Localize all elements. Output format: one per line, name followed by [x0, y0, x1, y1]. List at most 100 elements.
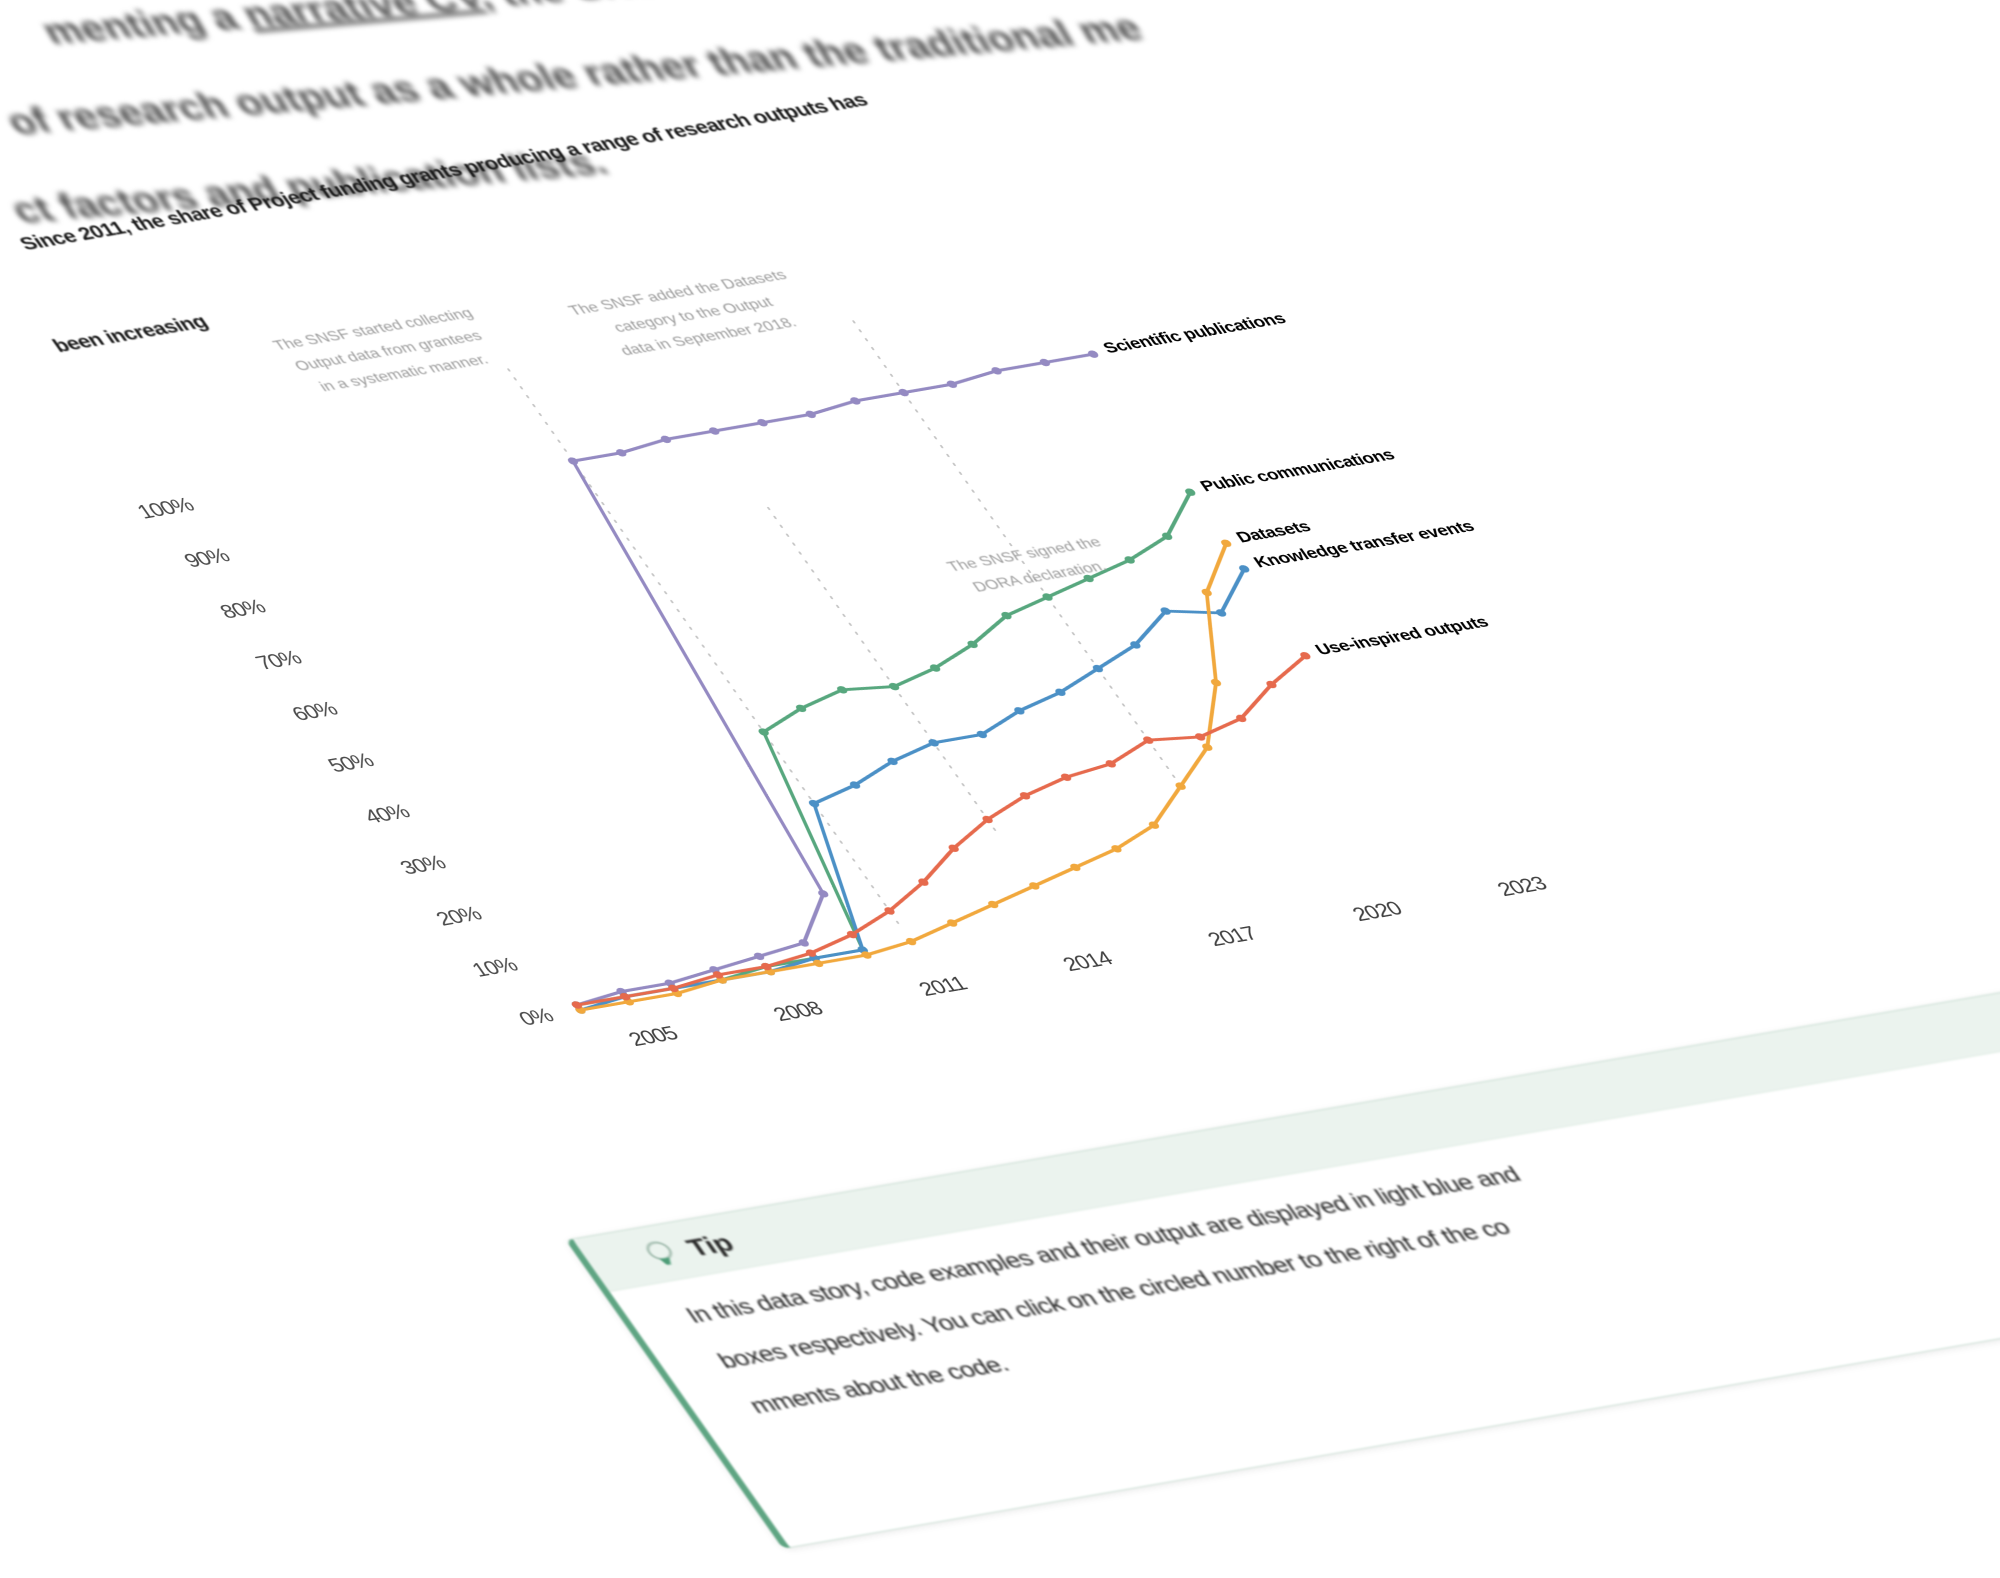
x-axis-tick: 2014: [1058, 947, 1117, 976]
x-axis-tick: 2023: [1492, 872, 1551, 901]
data-point: [1042, 593, 1053, 601]
data-point: [660, 435, 672, 444]
x-axis-tick: 2020: [1347, 897, 1407, 926]
data-point: [668, 984, 679, 993]
data-point: [884, 907, 895, 915]
series-label: Public communications: [1196, 445, 1399, 495]
data-point: [761, 962, 772, 971]
annotation-leader-line: [507, 368, 902, 928]
data-point: [1001, 611, 1012, 620]
data-point: [887, 757, 898, 766]
data-point: [1092, 664, 1104, 673]
data-point: [948, 844, 959, 852]
x-axis-tick: 2008: [768, 997, 827, 1026]
series-line: [579, 542, 1229, 1012]
data-point: [619, 992, 631, 1001]
chart-title-line-2: been increasing: [48, 311, 213, 357]
data-point: [813, 959, 824, 968]
chart-title-line-1: Since 2011, the share of Project funding…: [15, 89, 873, 255]
y-axis-tick: 10%: [467, 953, 522, 981]
data-point: [1105, 760, 1116, 768]
data-point: [1239, 565, 1250, 573]
data-point: [761, 962, 772, 971]
data-point: [1055, 688, 1066, 696]
data-point: [1160, 607, 1171, 615]
data-point: [671, 989, 683, 998]
data-point: [616, 449, 627, 457]
data-point: [623, 998, 634, 1006]
annotation-datasets: The SNSF added the Datasets category to …: [513, 255, 874, 375]
data-point: [571, 1001, 582, 1009]
data-point: [1143, 736, 1154, 744]
data-point: [757, 418, 768, 427]
intro-text: menting a: [34, 0, 258, 53]
data-point: [1039, 358, 1051, 367]
data-point: [805, 949, 817, 957]
data-point: [575, 1006, 586, 1014]
data-point: [1236, 714, 1247, 723]
series-label: Scientific publications: [1098, 309, 1290, 357]
data-point: [849, 781, 861, 789]
data-point: [809, 954, 820, 962]
data-point: [796, 704, 807, 713]
data-point: [1215, 609, 1227, 617]
data-point: [991, 367, 1002, 375]
data-point: [918, 878, 929, 886]
data-point: [764, 967, 776, 976]
data-point: [1266, 680, 1277, 689]
data-point: [664, 979, 675, 987]
y-axis-tick: 90%: [179, 544, 235, 572]
x-axis-tick: 2005: [623, 1022, 683, 1051]
data-point: [575, 1006, 586, 1014]
y-axis-tick: 20%: [431, 902, 486, 930]
data-point: [764, 967, 776, 976]
data-point: [1201, 588, 1212, 597]
data-point: [837, 686, 848, 694]
series-label: Datasets: [1232, 517, 1315, 546]
data-point: [1111, 845, 1122, 853]
data-point: [930, 664, 941, 672]
data-point: [1210, 678, 1222, 687]
data-point: [1194, 733, 1206, 741]
data-point: [668, 984, 679, 993]
data-point: [982, 815, 993, 824]
data-point: [967, 640, 978, 649]
y-axis-tick: 0%: [514, 1004, 558, 1030]
data-point: [905, 937, 917, 946]
data-point: [946, 380, 958, 388]
data-point: [1060, 773, 1072, 781]
data-point: [1070, 863, 1081, 872]
data-point: [716, 976, 727, 984]
data-point: [976, 730, 988, 739]
data-point: [619, 992, 631, 1001]
data-point: [709, 966, 720, 974]
data-point: [619, 992, 631, 1001]
data-point: [861, 951, 872, 959]
data-point: [818, 889, 829, 898]
y-axis-tick: 40%: [359, 800, 414, 828]
data-point: [758, 728, 769, 736]
y-axis-tick: 100%: [132, 493, 199, 523]
data-point: [857, 946, 868, 954]
data-point: [808, 799, 820, 808]
data-point: [571, 1001, 582, 1009]
data-point: [1019, 792, 1031, 800]
data-point: [567, 457, 579, 465]
data-point: [947, 919, 958, 927]
data-point: [888, 682, 900, 691]
data-point: [1088, 350, 1099, 358]
data-point: [1175, 782, 1186, 790]
annotation-dora: The SNSF signed the DORA declaration.: [899, 524, 1166, 609]
series-line: [571, 352, 1095, 1007]
data-point: [798, 939, 809, 947]
data-point: [1221, 539, 1232, 547]
lightbulb-icon: [646, 1241, 672, 1265]
series-label: Use-inspired outputs: [1311, 612, 1492, 659]
data-point: [1162, 532, 1173, 540]
tip-title: Tip: [681, 1229, 740, 1262]
series-line: [575, 654, 1307, 1007]
data-point: [857, 946, 868, 954]
y-axis-tick: 60%: [287, 697, 342, 726]
data-point: [716, 976, 727, 984]
data-point: [1014, 707, 1025, 715]
